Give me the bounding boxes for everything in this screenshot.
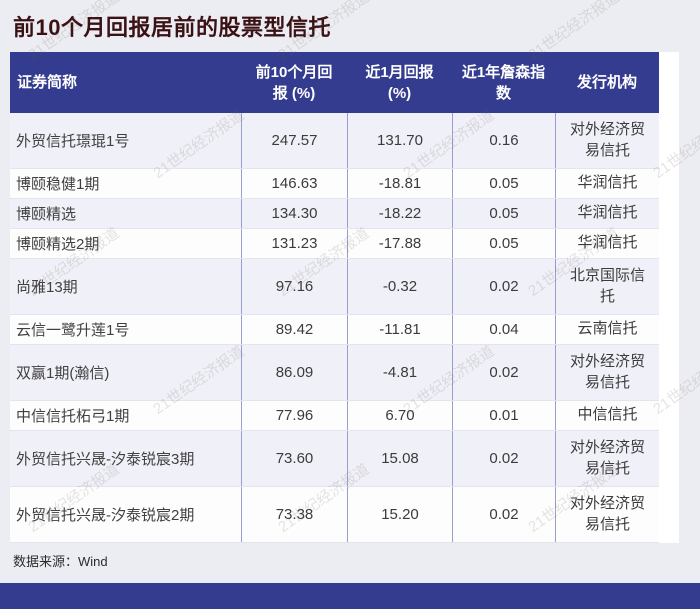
column-header: 证券简称 xyxy=(17,74,78,91)
table-cell: -0.32 xyxy=(347,259,452,314)
table-cell: 中信信托 xyxy=(555,401,659,430)
table-cell: -4.81 xyxy=(347,345,452,400)
table-cell: 博颐稳健1期 xyxy=(16,176,100,193)
table-row: 中信信托柘弓1期 77.96 6.70 0.01 中信信托 xyxy=(10,401,659,431)
table-cell: 73.38 xyxy=(241,487,347,542)
table-row: 外贸信托璟琨1号 247.57 131.70 0.16 对外经济贸易信托 xyxy=(10,113,659,169)
table-row: 云信一鹭升莲1号 89.42 -11.81 0.04 云南信托 xyxy=(10,315,659,345)
table-cell: 对外经济贸易信托 xyxy=(555,345,659,400)
table-cell: -11.81 xyxy=(347,315,452,344)
table-cell: 中信信托柘弓1期 xyxy=(16,408,130,425)
table-row: 外贸信托兴晟-汐泰锐宸2期 73.38 15.20 0.02 对外经济贸易信托 xyxy=(10,487,659,543)
table-header-row: 证券简称 前10个月回 报 (%) 近1月回报 (%) 近1年詹森指 数 发行机构 xyxy=(10,52,659,113)
table-cell: 146.63 xyxy=(241,169,347,198)
table-row: 博颐精选2期 131.23 -17.88 0.05 华润信托 xyxy=(10,229,659,259)
bottom-bar xyxy=(0,583,700,609)
table-cell: 对外经济贸易信托 xyxy=(555,113,659,168)
table-cell: -17.88 xyxy=(347,229,452,258)
table-cell: 外贸信托璟琨1号 xyxy=(16,133,130,150)
column-header: 前10个月回 报 (%) xyxy=(255,63,333,102)
table-cell: 73.60 xyxy=(241,431,347,486)
table-cell: 15.08 xyxy=(347,431,452,486)
table-cell: 对外经济贸易信托 xyxy=(555,431,659,486)
table-cell: 0.01 xyxy=(452,401,555,430)
table-cell: 0.02 xyxy=(452,345,555,400)
table-cell: 0.05 xyxy=(452,229,555,258)
table-cell: 134.30 xyxy=(241,199,347,228)
table-cell: -18.81 xyxy=(347,169,452,198)
table-cell: 双赢1期(瀚信) xyxy=(16,365,110,382)
table-cell: 外贸信托兴晟-汐泰锐宸2期 xyxy=(16,507,195,524)
table-cell: 华润信托 xyxy=(555,169,659,198)
table-cell: 云信一鹭升莲1号 xyxy=(16,322,130,339)
table-row: 尚雅13期 97.16 -0.32 0.02 北京国际信托 xyxy=(10,259,659,315)
table-cell: 247.57 xyxy=(241,113,347,168)
table-row: 博颐精选 134.30 -18.22 0.05 华润信托 xyxy=(10,199,659,229)
column-header: 近1年詹森指 数 xyxy=(461,63,546,102)
table-cell: 对外经济贸易信托 xyxy=(555,487,659,542)
table-cell: 0.02 xyxy=(452,431,555,486)
table-cell: 0.04 xyxy=(452,315,555,344)
table-cell: 89.42 xyxy=(241,315,347,344)
table-body: 外贸信托璟琨1号 247.57 131.70 0.16 对外经济贸易信托 博颐稳健1期 14… xyxy=(10,113,659,543)
table-cell: 华润信托 xyxy=(555,199,659,228)
table-cell: 0.05 xyxy=(452,169,555,198)
page-title: 前10个月回报居前的股票型信托 xyxy=(13,15,331,40)
table-cell: 北京国际信托 xyxy=(555,259,659,314)
table-cell: 云南信托 xyxy=(555,315,659,344)
table-cell: 0.02 xyxy=(452,259,555,314)
table-cell: 131.23 xyxy=(241,229,347,258)
table-cell: 131.70 xyxy=(347,113,452,168)
table-cell: 0.16 xyxy=(452,113,555,168)
table-row: 博颐稳健1期 146.63 -18.81 0.05 华润信托 xyxy=(10,169,659,199)
table-cell: 86.09 xyxy=(241,345,347,400)
table-cell: 华润信托 xyxy=(555,229,659,258)
table-cell: 0.05 xyxy=(452,199,555,228)
table-cell: 6.70 xyxy=(347,401,452,430)
table-cell: 外贸信托兴晟-汐泰锐宸3期 xyxy=(16,451,195,468)
table-cell: 77.96 xyxy=(241,401,347,430)
table-row: 外贸信托兴晟-汐泰锐宸3期 73.60 15.08 0.02 对外经济贸易信托 xyxy=(10,431,659,487)
table-cell: 0.02 xyxy=(452,487,555,542)
table-row: 双赢1期(瀚信) 86.09 -4.81 0.02 对外经济贸易信托 xyxy=(10,345,659,401)
column-header: 近1月回报 (%) xyxy=(365,63,434,102)
table-cell: 博颐精选 xyxy=(16,206,77,223)
table-cell: 15.20 xyxy=(347,487,452,542)
table-cell: -18.22 xyxy=(347,199,452,228)
data-source-label: 数据来源：Wind xyxy=(13,554,108,569)
table-cell: 尚雅13期 xyxy=(16,279,78,296)
table-right-margin xyxy=(659,52,679,543)
table-cell: 博颐精选2期 xyxy=(16,236,100,253)
returns-table: 证券简称 前10个月回 报 (%) 近1月回报 (%) 近1年詹森指 数 发行机构 外贸… xyxy=(10,52,659,543)
column-header: 发行机构 xyxy=(576,74,637,91)
table-cell: 97.16 xyxy=(241,259,347,314)
